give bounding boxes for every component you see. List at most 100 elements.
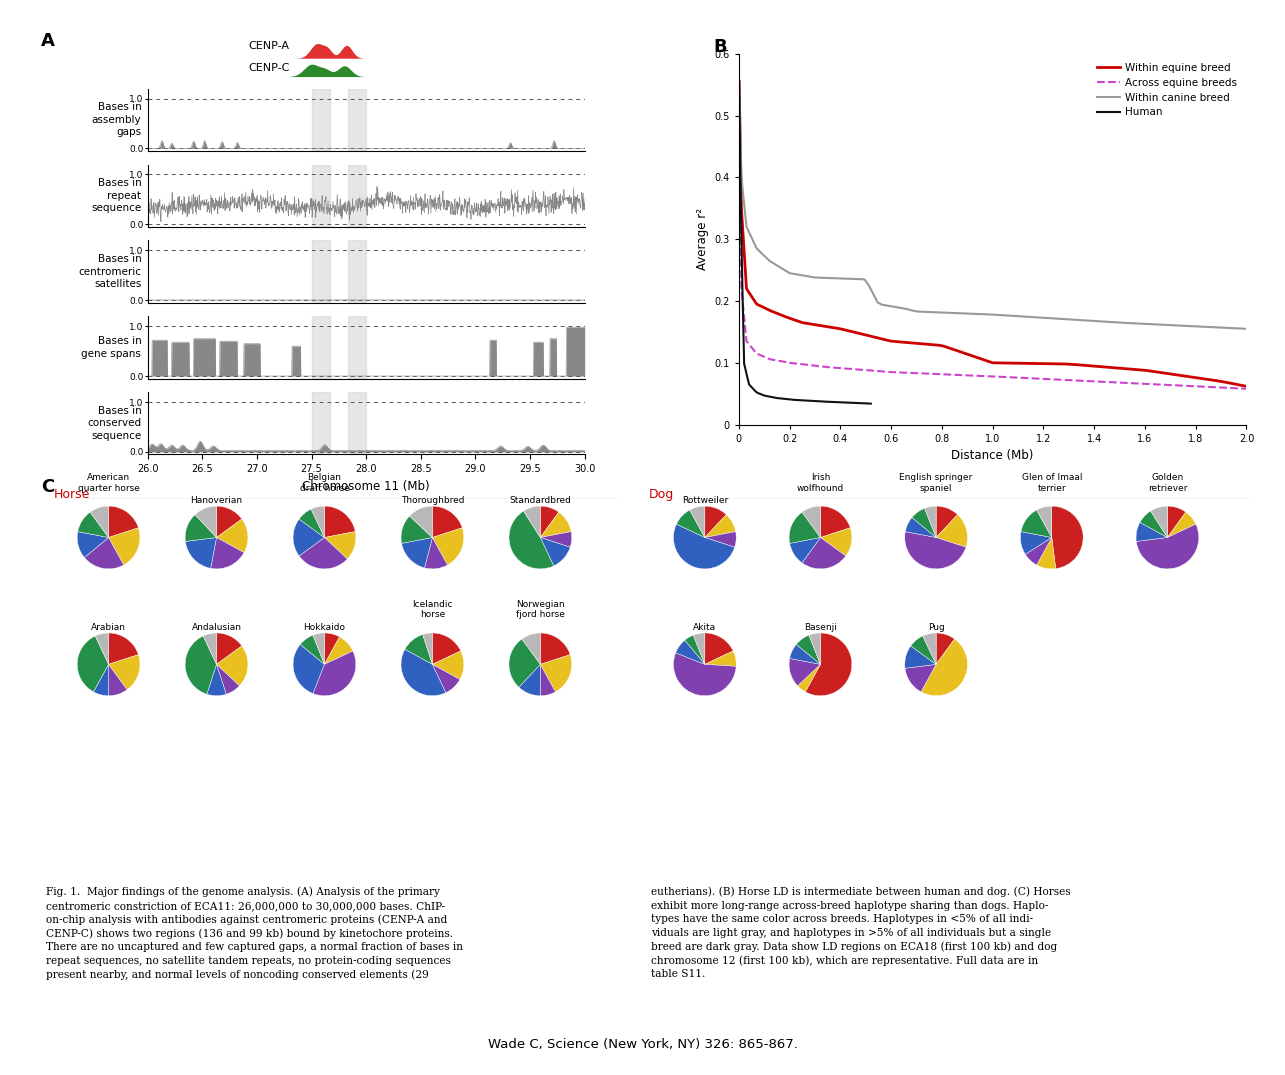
Text: Fig. 1.  Major findings of the genome analysis. (A) Analysis of the primary
cent: Fig. 1. Major findings of the genome ana… [46, 887, 464, 980]
Within equine breed [757, 301, 772, 314]
Wedge shape [108, 664, 127, 696]
Line: Human: Human [739, 82, 871, 403]
Wedge shape [1051, 506, 1083, 569]
Line: Across equine breeds: Across equine breeds [739, 115, 1246, 389]
Wedge shape [301, 635, 325, 664]
Wedge shape [540, 633, 571, 664]
Wedge shape [432, 528, 464, 565]
Title: Standardbred: Standardbred [509, 497, 572, 505]
Across equine breeds [897, 367, 912, 379]
Wedge shape [905, 646, 935, 669]
Text: Dog: Dog [649, 488, 675, 501]
Wedge shape [211, 538, 244, 569]
Legend: Within equine breed, Across equine breeds, Within canine breed, Human: Within equine breed, Across equine breed… [1092, 59, 1241, 121]
Wedge shape [1150, 506, 1168, 538]
Within canine breed [830, 272, 846, 285]
Human [811, 395, 826, 407]
Wedge shape [676, 641, 704, 664]
Title: Norwegian
fjord horse: Norwegian fjord horse [515, 600, 565, 619]
Within equine breed [735, 221, 750, 234]
Within canine breed [745, 234, 761, 247]
Human [810, 395, 825, 407]
Wedge shape [704, 651, 736, 666]
Wedge shape [423, 633, 433, 664]
Wedge shape [935, 506, 957, 538]
Wedge shape [185, 636, 217, 694]
Line: Within canine breed: Within canine breed [739, 82, 1246, 329]
Wedge shape [541, 532, 572, 547]
Wedge shape [790, 538, 821, 563]
Title: Basenji: Basenji [804, 624, 837, 632]
Wedge shape [821, 528, 852, 556]
Title: Hanoverian: Hanoverian [190, 497, 243, 505]
Wedge shape [704, 506, 726, 538]
Title: Andalusian: Andalusian [191, 624, 242, 632]
Wedge shape [185, 515, 216, 542]
Wedge shape [694, 633, 705, 664]
Wedge shape [299, 538, 347, 569]
Within equine breed [830, 321, 846, 334]
Wedge shape [522, 633, 541, 664]
Text: A: A [41, 32, 55, 51]
Wedge shape [1136, 522, 1168, 542]
Wedge shape [704, 532, 736, 547]
Across equine breeds [757, 350, 772, 363]
X-axis label: Chromosome 11 (Mb): Chromosome 11 (Mb) [302, 479, 430, 492]
Wedge shape [94, 664, 108, 696]
Bar [348, 88, 366, 150]
Text: eutherians). (B) Horse LD is intermediate between human and dog. (C) Horses
exhi: eutherians). (B) Horse LD is intermediat… [651, 887, 1072, 979]
Wedge shape [519, 664, 540, 696]
Wedge shape [906, 517, 935, 538]
Wedge shape [509, 511, 554, 569]
Wedge shape [690, 506, 705, 538]
Wedge shape [912, 508, 935, 538]
Wedge shape [402, 538, 432, 568]
Wedge shape [673, 525, 735, 569]
Title: Glen of Imaal
terrier: Glen of Imaal terrier [1022, 473, 1082, 492]
Text: Bases in
assembly
gaps: Bases in assembly gaps [91, 102, 141, 138]
Wedge shape [216, 633, 242, 664]
Human [864, 397, 879, 410]
Wedge shape [1037, 506, 1052, 538]
Bar [312, 88, 330, 150]
Human [821, 396, 837, 408]
Wedge shape [216, 519, 248, 553]
Wedge shape [90, 506, 109, 538]
Wedge shape [541, 538, 571, 565]
Wedge shape [1168, 512, 1196, 538]
Wedge shape [905, 664, 935, 692]
Wedge shape [802, 538, 846, 569]
Line: Within equine breed: Within equine breed [739, 82, 1246, 386]
Wedge shape [108, 506, 139, 538]
Human [731, 75, 747, 88]
Wedge shape [299, 510, 325, 538]
Wedge shape [509, 639, 540, 687]
Wedge shape [540, 655, 572, 692]
Bar [312, 392, 330, 455]
Bar [348, 241, 366, 303]
Human [790, 393, 806, 406]
Wedge shape [405, 634, 432, 664]
Wedge shape [424, 538, 447, 569]
Title: Icelandic
horse: Icelandic horse [412, 600, 452, 619]
Title: English springer
spaniel: English springer spaniel [899, 473, 973, 492]
Wedge shape [820, 506, 851, 538]
Wedge shape [923, 633, 935, 664]
Human [816, 396, 831, 408]
Title: Akita: Akita [694, 624, 716, 632]
Text: CENP-C: CENP-C [248, 62, 290, 73]
Title: Pug: Pug [928, 624, 944, 632]
Text: B: B [713, 38, 727, 56]
Bar [312, 316, 330, 378]
Wedge shape [78, 512, 109, 538]
Wedge shape [401, 516, 432, 543]
Text: Horse: Horse [54, 488, 90, 501]
Bar [348, 164, 366, 227]
Title: Rottweiler: Rottweiler [682, 497, 727, 505]
Text: C: C [41, 478, 54, 497]
Wedge shape [789, 512, 821, 543]
Within canine breed [1239, 322, 1254, 335]
Title: Golden
retriever: Golden retriever [1148, 473, 1187, 492]
Wedge shape [207, 664, 226, 696]
Wedge shape [673, 653, 736, 696]
